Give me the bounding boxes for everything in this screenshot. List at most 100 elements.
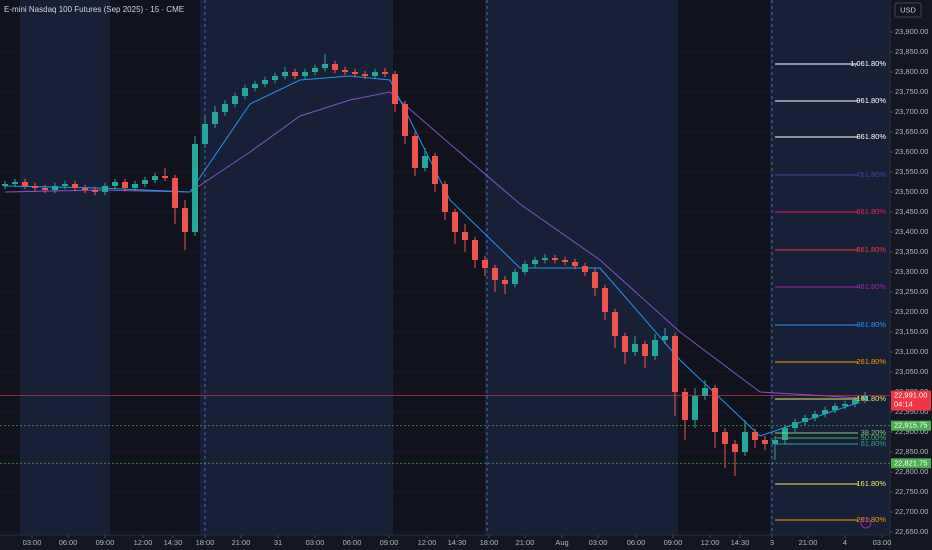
candle-body <box>682 392 688 420</box>
fib-label: 561.80% <box>856 245 886 254</box>
candle-body <box>412 136 418 168</box>
x-tick-label: 3 <box>770 538 774 547</box>
candle-body <box>162 176 168 178</box>
candle-body <box>632 344 638 352</box>
candle-body <box>282 72 288 76</box>
candle-body <box>372 72 378 76</box>
candle-body <box>672 336 678 392</box>
layers: 1,061.80% 961.80% 861.80% 761.80% 661.80% 561… <box>0 31 890 533</box>
fib-label: 761.80% <box>856 170 886 179</box>
candle-body <box>322 64 328 68</box>
y-tick-label: 23,050.00 <box>895 367 928 376</box>
candle-body <box>502 280 508 284</box>
y-tick-label: 23,500.00 <box>895 187 928 196</box>
candle-body <box>622 336 628 352</box>
candle-body <box>182 208 188 232</box>
candle-body <box>2 184 8 186</box>
candle-body <box>842 404 848 406</box>
fib-label: 261.80% <box>856 515 886 524</box>
candle-body <box>292 72 298 76</box>
y-tick-label: 22,700.00 <box>895 507 928 516</box>
x-tick-label: 12:00 <box>418 538 437 547</box>
y-tick-label: 23,300.00 <box>895 267 928 276</box>
candle-body <box>142 180 148 184</box>
candle-body <box>582 266 588 272</box>
y-tick-label: 23,750.00 <box>895 87 928 96</box>
candle-body <box>702 388 708 396</box>
candle-body <box>12 182 18 184</box>
candle-body <box>212 112 218 124</box>
x-tick-label: 14:30 <box>448 538 467 547</box>
x-tick-label: 21:00 <box>799 538 818 547</box>
candle-body <box>592 272 598 288</box>
x-tick-label: 21:00 <box>232 538 251 547</box>
candle-body <box>612 312 618 336</box>
candle-body <box>362 74 368 76</box>
y-tick-label: 23,650.00 <box>895 127 928 136</box>
candle-body <box>252 84 258 88</box>
candle-body <box>512 272 518 284</box>
y-tick-label: 23,100.00 <box>895 347 928 356</box>
candle-body <box>82 188 88 190</box>
x-tick-label: 12:00 <box>134 538 153 547</box>
candle-body <box>752 432 758 440</box>
candle-body <box>22 182 28 186</box>
y-tick-label: 23,550.00 <box>895 167 928 176</box>
candle-body <box>312 68 318 72</box>
currency-box[interactable] <box>894 2 922 18</box>
fib-label: 661.80% <box>856 207 886 216</box>
candle-body <box>572 262 578 266</box>
fib-label: 161.80% <box>856 394 886 403</box>
time-axis <box>0 535 890 550</box>
candle-body <box>172 178 178 208</box>
session-band <box>110 0 200 535</box>
candle-body <box>72 184 78 188</box>
candle-body <box>722 432 728 444</box>
fib-label: 261.80% <box>856 357 886 366</box>
x-tick-label: 18:00 <box>196 538 215 547</box>
candle-body <box>802 418 808 422</box>
candle-body <box>472 240 478 260</box>
y-tick-label: 23,450.00 <box>895 207 928 216</box>
x-tick-label: 21:00 <box>516 538 535 547</box>
candle-body <box>302 72 308 76</box>
candle-body <box>532 260 538 264</box>
y-tick-label: 22,850.00 <box>895 447 928 456</box>
candle-body <box>782 428 788 440</box>
x-tick-label: 03:00 <box>873 538 892 547</box>
candle-body <box>542 258 548 260</box>
candle-body <box>42 188 48 190</box>
candle-body <box>332 64 338 70</box>
candle-body <box>422 156 428 168</box>
currency: USD <box>900 5 916 14</box>
candle-body <box>342 70 348 72</box>
candle-body <box>192 144 198 232</box>
candle-body <box>792 422 798 428</box>
candle-body <box>552 258 558 260</box>
candle-body <box>652 340 658 356</box>
x-tick-label: 06:00 <box>59 538 78 547</box>
candle-body <box>642 344 648 356</box>
x-tick-label: Aug <box>555 538 568 547</box>
candle-body <box>402 104 408 136</box>
candle-body <box>772 440 778 444</box>
x-tick-label: 14:30 <box>164 538 183 547</box>
candle-body <box>692 396 698 420</box>
x-tick-label: 4 <box>843 538 847 547</box>
y-tick-label: 22,950.00 <box>895 407 928 416</box>
price-badge-label: 22,915.75 <box>894 421 927 430</box>
candle-body <box>462 232 468 240</box>
y-tick-label: 23,250.00 <box>895 287 928 296</box>
fib-label: 861.80% <box>856 132 886 141</box>
candle-body <box>202 124 208 144</box>
candle-body <box>122 182 128 188</box>
candle-body <box>492 268 498 280</box>
event-icon[interactable] <box>860 517 872 529</box>
chart-title: E-mini Nasdaq 100 Futures (Sep 2025) · 1… <box>4 5 184 14</box>
x-tick-label: 09:00 <box>96 538 115 547</box>
x-tick-label: 09:00 <box>380 538 399 547</box>
candle-body <box>482 260 488 268</box>
x-tick-label: 03:00 <box>306 538 325 547</box>
